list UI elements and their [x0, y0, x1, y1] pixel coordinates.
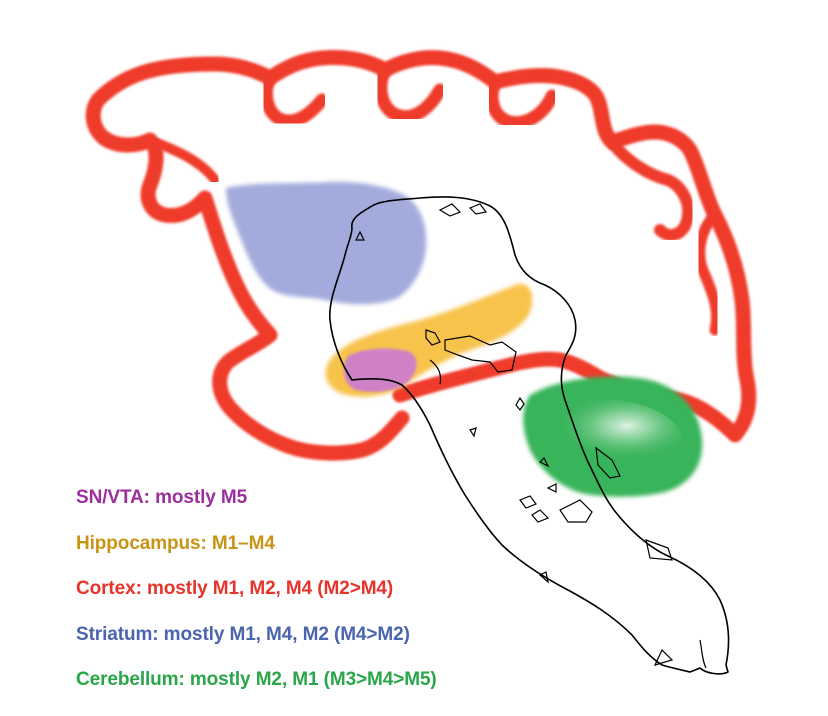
- legend-item-striatum: Striatum: mostly M1, M4, M2 (M4>M2): [76, 623, 410, 645]
- legend-item-cerebellum: Cerebellum: mostly M2, M1 (M3>M4>M5): [76, 669, 437, 690]
- striatum-region: [226, 181, 427, 305]
- sn-vta-region: [343, 348, 417, 392]
- brainstem-details: [355, 203, 707, 669]
- brainstem-outline: [329, 196, 730, 675]
- cortex-gyrus-fold: [145, 135, 220, 185]
- legend-item-cortex: Cortex: mostly M1, M2, M4 (M2>M4): [76, 578, 394, 599]
- legend-item-sn-vta: SN/VTA: mostly M5: [76, 487, 248, 508]
- cortex-gyrus-fold: [694, 209, 723, 336]
- cortex-gyrus-fold: [374, 63, 447, 124]
- cortex-gyrus-fold: [606, 136, 695, 241]
- legend: SN/VTA: mostly M5 Hippocampus: M1–M4 Cor…: [76, 488, 437, 716]
- legend-item-hippocampus: Hippocampus: M1–M4: [76, 532, 275, 554]
- cortex-gyrus-fold: [485, 75, 559, 130]
- cortex-gyrus-fold: [260, 71, 329, 128]
- cortex-region: [85, 50, 757, 461]
- cerebellum-highlight: [559, 398, 682, 459]
